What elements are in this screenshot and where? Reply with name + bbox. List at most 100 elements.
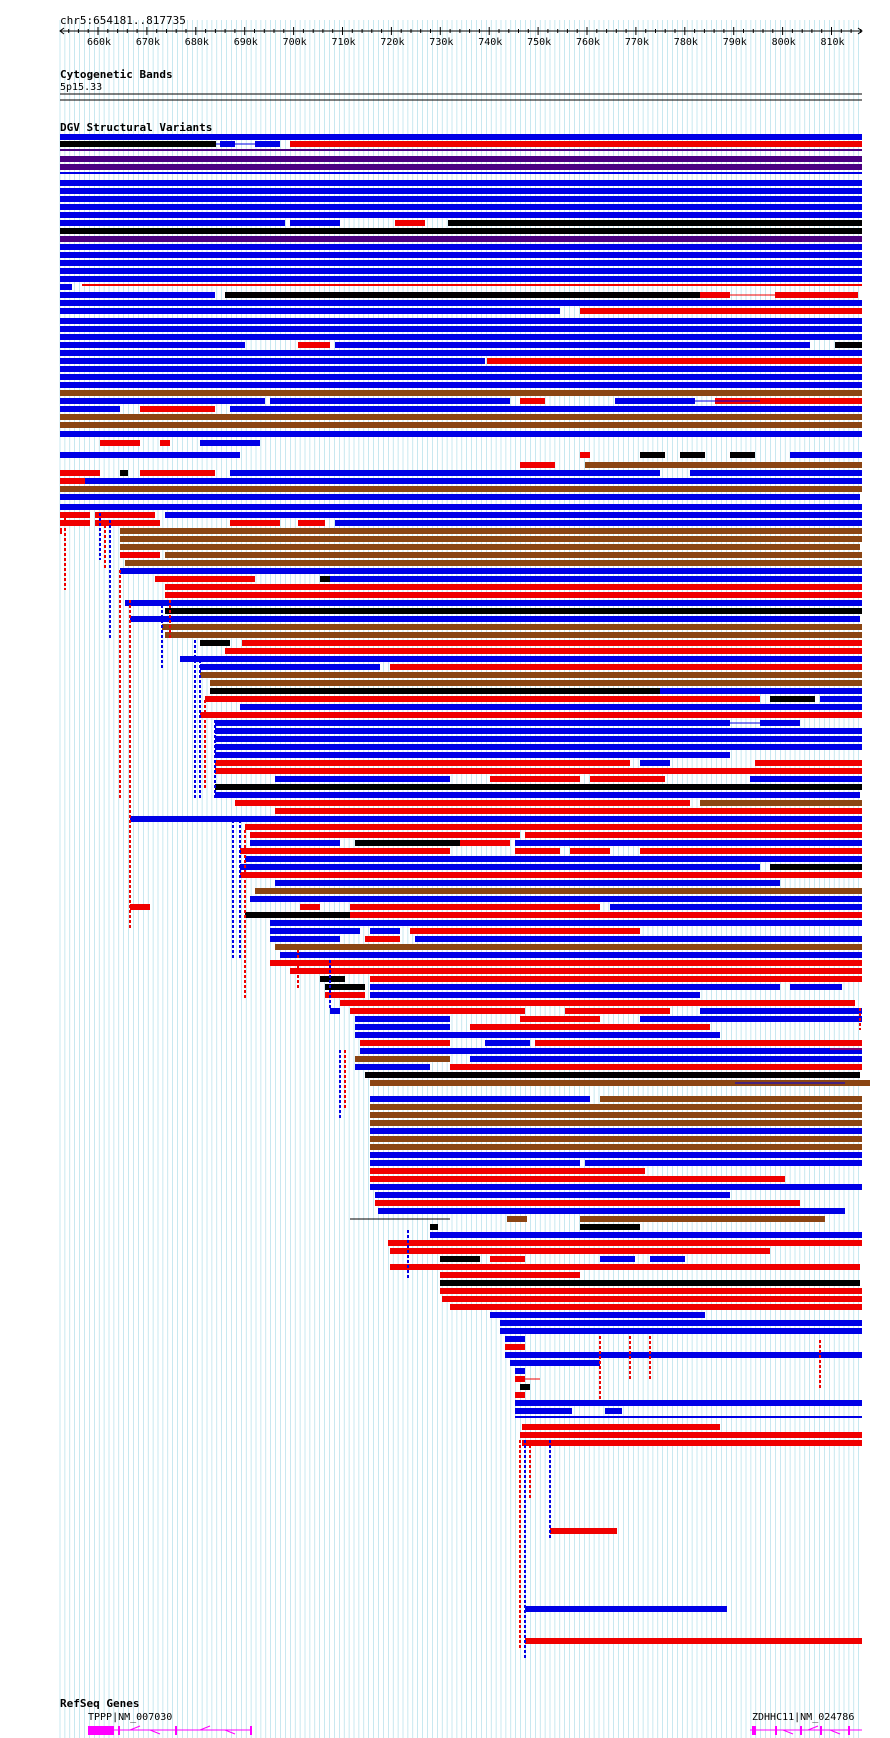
gene-model-exon [118,1726,120,1735]
ruler-tick-label: 790k [723,37,747,48]
ruler-tick-label: 700k [283,37,307,48]
variant-bar [225,292,700,298]
variant-bar [230,406,690,412]
gene-model-exon [250,1726,252,1735]
variant-bar [522,1440,862,1446]
variant-bar [355,1016,450,1022]
variant-bar [165,552,862,558]
variant-bar [320,576,330,582]
variant-bar [60,528,62,534]
variant-bar [650,1256,685,1262]
variant-bar [60,300,862,306]
variant-bar [290,141,862,147]
variant-bar [355,1056,450,1062]
variant-bar [325,984,365,990]
variant-bar [755,760,862,766]
variant-bar [505,1336,525,1342]
gene-label-zdhhc11: ZDHHC11|NM_024786 [752,1712,854,1723]
variant-bar [82,284,862,286]
variant-bar [60,276,862,282]
variant-bar [520,398,545,404]
variant-bar [215,728,862,734]
variant-bar [275,944,862,950]
variant-bar [330,576,862,582]
variant-bar [290,968,862,974]
variant-bar [600,1256,635,1262]
variant-bar [85,478,862,484]
variant-bar [130,616,860,622]
variant-bar [790,452,862,458]
variant-bar [230,470,660,476]
variant-bar [60,486,862,492]
variant-bar [60,326,862,332]
gene-model-intron-hat [829,1729,841,1735]
variant-bar [242,640,862,646]
variant-bar [320,976,345,982]
variant-bar [390,664,862,670]
variant-bar [120,544,860,550]
variant-bar [370,992,700,998]
variant-bar [60,260,862,266]
ruler-tick-label: 760k [576,37,600,48]
variant-bar [700,800,862,806]
variant-bar [700,1008,862,1014]
variant-bar [370,1176,785,1182]
variant-bar [60,134,862,140]
variant-bar [165,584,862,590]
variant-bar [200,440,260,446]
variant-bar [378,1208,845,1214]
ruler-tick-label: 730k [429,37,453,48]
gene-model-intron-hat [129,1725,141,1731]
variant-bar [350,904,600,910]
variant-bar [60,422,862,428]
variant-bar [450,1304,862,1310]
variant-bar [60,141,216,147]
variant-bar [165,592,862,598]
variant-bar [255,888,862,894]
variant-bar [515,1408,572,1414]
variant-bar [210,680,862,686]
variant-bar [355,840,460,846]
variant-bar [820,696,862,702]
dgv-track-title: DGV Structural Variants [60,121,212,134]
variant-bar [125,560,862,566]
ruler-tick-label: 770k [625,37,649,48]
variant-bar [215,736,862,742]
variant-bar [640,848,862,854]
variant-bar [240,872,862,878]
variant-bar [660,688,862,694]
variant-bar [60,252,862,258]
variant-bar [120,552,160,558]
variant-bar [330,1008,340,1014]
variant-bar [60,172,862,174]
gene-label-tppp: TPPP|NM_007030 [88,1712,172,1723]
variant-bar [490,1256,525,1262]
variant-bar [350,912,862,918]
refseq-track: RefSeq Genes TPPP|NM_007030 ZDHHC11|NM_0… [60,1697,862,1735]
variant-bar [580,1216,825,1222]
variant-bar [60,164,862,170]
variant-bar [215,792,860,798]
variant-bar [300,904,320,910]
gene-model-exon [820,1726,822,1735]
gene-model-exon [848,1726,850,1735]
variant-bar [580,452,590,458]
cytoband-track: Cytogenetic Bands 5p15.33 [60,68,862,101]
variant-bar [250,832,520,838]
variant-bar [560,928,640,934]
variant-bar [680,452,705,458]
variant-bar [60,520,90,526]
variant-bar [370,1160,580,1166]
variant-bar [60,268,862,274]
variant-bar [60,228,862,234]
ruler-tick-label: 660k [87,37,111,48]
variant-bar [120,536,862,542]
variant-bar [585,1160,862,1166]
variant-bar [770,864,862,870]
variant-bar [640,1016,862,1022]
variant-bar [215,768,862,774]
variant-bar [522,1424,720,1430]
refseq-track-title: RefSeq Genes [60,1697,139,1710]
variant-bar [60,284,72,290]
